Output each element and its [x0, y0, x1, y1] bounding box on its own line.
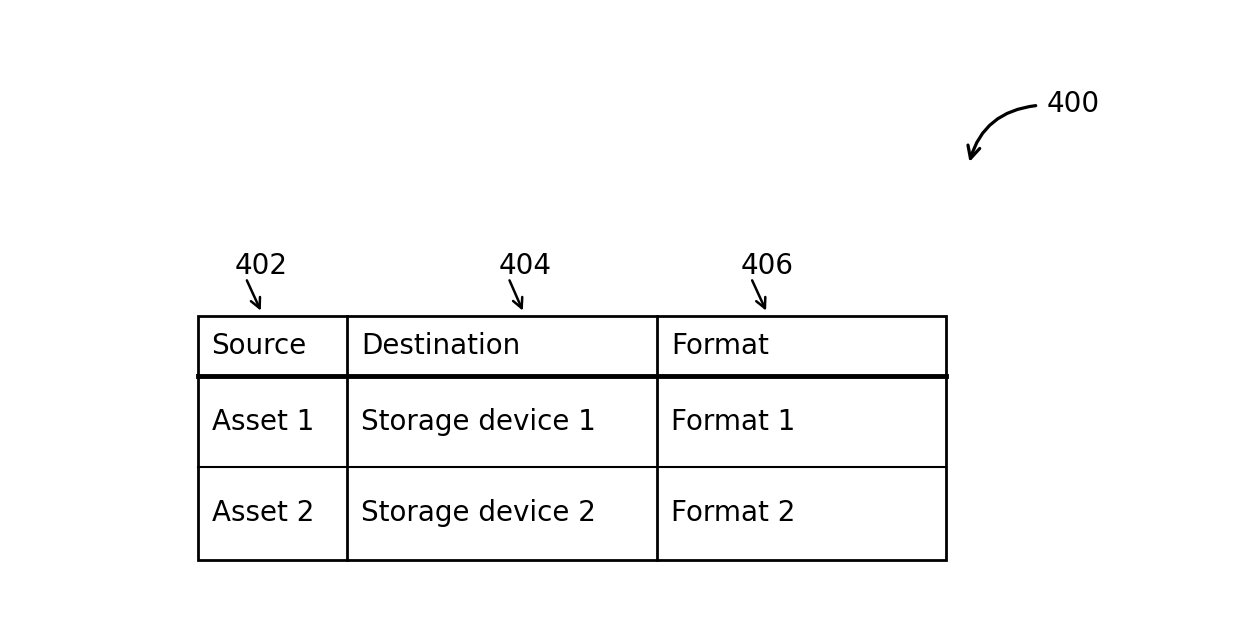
Text: Format 1: Format 1 [671, 408, 796, 436]
Text: Format 2: Format 2 [671, 500, 796, 527]
Text: 402: 402 [234, 252, 288, 280]
Text: Source: Source [212, 332, 306, 360]
Text: Asset 2: Asset 2 [212, 500, 314, 527]
Text: Storage device 2: Storage device 2 [361, 500, 596, 527]
Text: 406: 406 [742, 252, 794, 280]
Text: Storage device 1: Storage device 1 [361, 408, 596, 436]
Text: 404: 404 [498, 252, 552, 280]
Text: 400: 400 [1047, 90, 1100, 118]
Text: Destination: Destination [361, 332, 521, 360]
Text: Format: Format [671, 332, 769, 360]
Text: Asset 1: Asset 1 [212, 408, 314, 436]
